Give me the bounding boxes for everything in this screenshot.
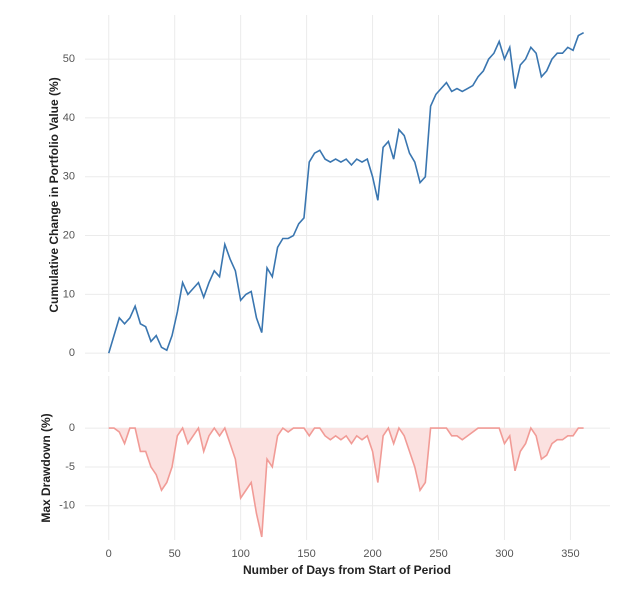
y-tick-label: 50 [63,53,75,65]
x-tick-label: 0 [106,548,112,560]
x-axis-label: Number of Days from Start of Period [243,563,451,577]
x-tick-label: 200 [363,548,381,560]
y-tick-label: 0 [69,422,75,434]
x-tick-label: 350 [561,548,579,560]
y-tick-label: -10 [59,500,75,512]
y-tick-label: 30 [63,171,75,183]
area-fill [108,428,584,537]
x-tick-label: 100 [231,548,249,560]
x-tick-label: 50 [169,548,181,560]
x-tick-label: 300 [495,548,513,560]
line [108,426,584,538]
y-axis-label: Cumulative Change in Portfolio Value (%) [47,77,61,312]
y-tick-label: 40 [63,112,75,124]
y-tick-label: 10 [63,288,75,300]
x-tick-label: 150 [297,548,315,560]
y-tick-label: -5 [65,461,75,473]
y-tick-label: 0 [69,347,75,359]
y-tick-label: 20 [63,229,75,241]
y-axis-label: Max Drawdown (%) [39,413,53,522]
line [107,31,585,354]
x-tick-label: 250 [429,548,447,560]
